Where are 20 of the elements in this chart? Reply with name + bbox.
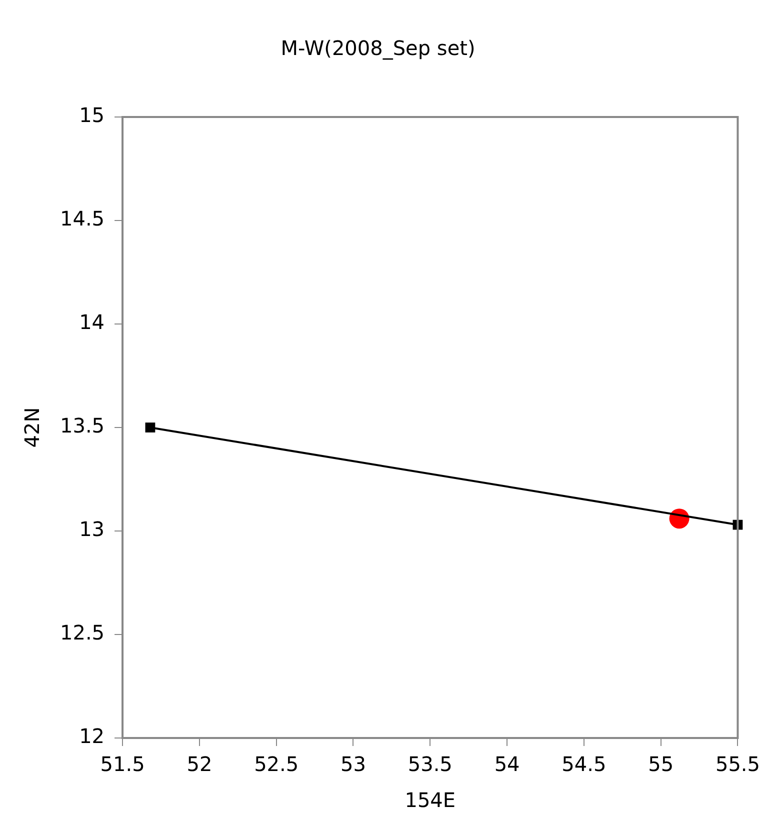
x-tick-label: 52 [186, 752, 212, 776]
y-tick-label: 12 [79, 724, 105, 748]
y-tick-label: 12.5 [60, 620, 105, 645]
y-tick-label: 14.5 [60, 206, 105, 231]
x-tick-label: 51.5 [100, 752, 145, 776]
x-axis-title: 154E [404, 788, 456, 812]
y-axis-title: 42N [20, 407, 44, 448]
y-tick-label: 13 [79, 517, 105, 542]
y-tick-label: 14 [79, 310, 105, 334]
x-tick-label: 55 [648, 752, 674, 776]
x-tick-label: 53.5 [408, 752, 452, 776]
x-tick-label: 55.5 [715, 752, 760, 776]
y-tick-label: 15 [79, 103, 105, 128]
point [145, 422, 156, 432]
x-tick-label: 54 [494, 752, 520, 776]
y-tick-label: 13.5 [60, 414, 105, 438]
x-tick-label: 53 [340, 752, 366, 776]
x-tick-label: 52.5 [254, 752, 299, 776]
x-tick-label: 54.5 [562, 752, 606, 776]
chart-title: M-W(2008_Sep set) [280, 36, 476, 60]
